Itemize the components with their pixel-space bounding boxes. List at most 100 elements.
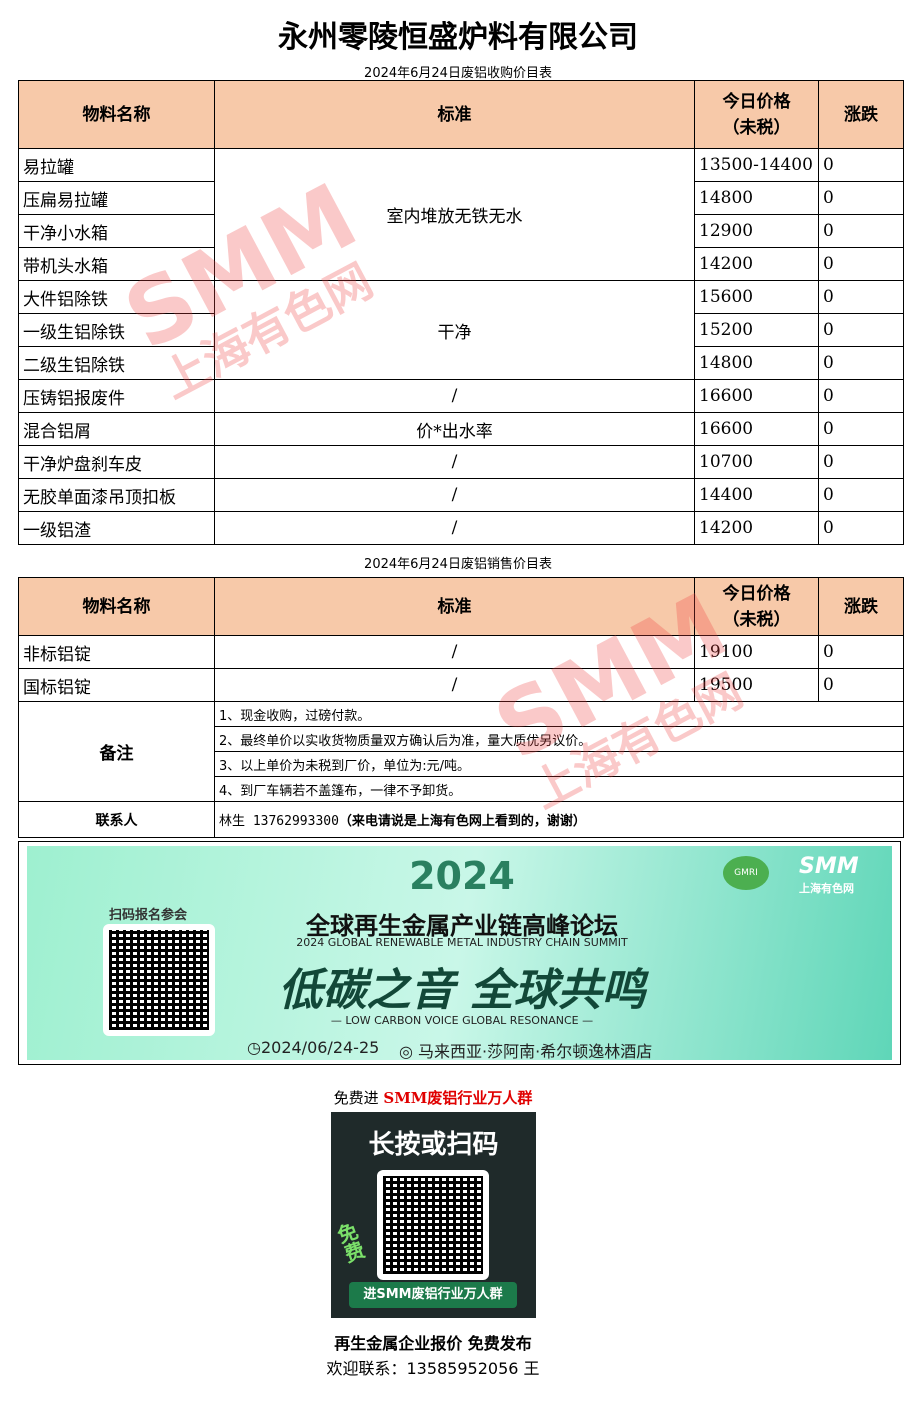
notes-label: 备注 <box>18 701 215 802</box>
contact-label: 联系人 <box>18 801 215 838</box>
banner-slogan: 低碳之音 全球共鸣 <box>278 965 646 1016</box>
price: 15600 <box>694 280 819 314</box>
header-change: 涨跌 <box>818 577 904 636</box>
price: 14200 <box>694 247 819 281</box>
change: 0 <box>818 445 904 479</box>
sales-price-table: 物料名称 标准 今日价格 （未税） 涨跌 非标铝锭/19100 0 国标铝锭/195… <box>18 577 904 838</box>
qr-code[interactable] <box>103 924 215 1036</box>
change: 0 <box>818 635 904 669</box>
price: 14200 <box>694 511 819 545</box>
qr-code[interactable] <box>377 1170 489 1280</box>
banner-slogan-en: — LOW CARBON VOICE GLOBAL RESONANCE — <box>330 1014 594 1027</box>
note-3: 3、以上单价为未税到厂价，单位为:元/吨。 <box>214 751 904 777</box>
contact-name: 林生 13762993300 <box>219 814 339 829</box>
standard: 价*出水率 <box>214 412 695 446</box>
standard: / <box>214 635 695 669</box>
footer-line-2: 欢迎联系：13585952056 王 <box>326 1359 540 1378</box>
gmri-logo: GMRI <box>723 856 769 890</box>
change: 0 <box>818 214 904 248</box>
material: 干净小水箱 <box>18 214 215 248</box>
change: 0 <box>818 412 904 446</box>
standard: / <box>214 445 695 479</box>
price: 19500 <box>694 668 819 702</box>
change: 0 <box>818 313 904 347</box>
material: 压扁易拉罐 <box>18 181 215 215</box>
material: 易拉罐 <box>18 148 215 182</box>
header-price: 今日价格 （未税） <box>694 80 819 149</box>
material: 一级生铝除铁 <box>18 313 215 347</box>
standard: / <box>214 379 695 413</box>
purchase-price-table: 物料名称 标准 今日价格 （未税） 涨跌 易拉罐 室内堆放无铁无水 13500-144… <box>18 80 904 545</box>
material: 无胶单面漆吊顶扣板 <box>18 478 215 512</box>
note-2: 2、最终单价以实收货物质量双方确认后为准，量大质优另议价。 <box>214 726 904 752</box>
standard: 干净 <box>214 280 695 380</box>
price: 13500-14400 <box>694 148 819 182</box>
banner-title: 全球再生金属产业链高峰论坛 <box>306 912 618 940</box>
table-row: 非标铝锭/19100 0 <box>18 635 904 669</box>
price: 16600 <box>694 379 819 413</box>
table2-caption: 2024年6月24日废铝销售价目表 <box>364 557 552 572</box>
material: 带机头水箱 <box>18 247 215 281</box>
change: 0 <box>818 511 904 545</box>
table-row: 混合铝屑 价*出水率 16600 0 <box>18 412 904 446</box>
standard: / <box>214 478 695 512</box>
footer-line-1: 再生金属企业报价 免费发布 <box>334 1334 532 1353</box>
banner-title-en: 2024 GLOBAL RENEWABLE METAL INDUSTRY CHA… <box>296 936 628 949</box>
note-4: 4、到厂车辆若不盖篷布，一律不予卸货。 <box>214 776 904 802</box>
table-row: 压扁易拉罐 14800 0 <box>18 181 904 215</box>
table-row: 带机头水箱 14200 0 <box>18 247 904 281</box>
price: 14800 <box>694 346 819 380</box>
price: 15200 <box>694 313 819 347</box>
header-change: 涨跌 <box>818 80 904 149</box>
price: 16600 <box>694 412 819 446</box>
contact-note: （来电请说是上海有色网上看到的，谢谢） <box>338 814 586 829</box>
group-invite: 免费进 SMM废铝行业万人群 <box>333 1089 533 1107</box>
table-row: 干净炉盘刹车皮/10700 0 <box>18 445 904 479</box>
table1-caption: 2024年6月24日废铝收购价目表 <box>364 66 552 81</box>
material: 混合铝屑 <box>18 412 215 446</box>
table-row: 易拉罐 室内堆放无铁无水 13500-14400 0 <box>18 148 904 281</box>
table-row: 二级生铝除铁 14800 0 <box>18 346 904 380</box>
company-title: 永州零陵恒盛炉料有限公司 <box>278 20 638 55</box>
price: 19100 <box>694 635 819 669</box>
table-row: 压铸铝报废件/16600 0 <box>18 379 904 413</box>
material: 一级铝渣 <box>18 511 215 545</box>
banner-year: 2024 <box>409 854 515 898</box>
price: 12900 <box>694 214 819 248</box>
change: 0 <box>818 346 904 380</box>
join-group-button[interactable]: 进SMM废铝行业万人群 <box>349 1282 517 1308</box>
header-material: 物料名称 <box>18 80 215 149</box>
material: 干净炉盘刹车皮 <box>18 445 215 479</box>
standard: / <box>214 511 695 545</box>
change: 0 <box>818 247 904 281</box>
change: 0 <box>818 379 904 413</box>
change: 0 <box>818 478 904 512</box>
summit-banner[interactable]: 扫码报名参会 2024 全球再生金属产业链高峰论坛 2024 GLOBAL RE… <box>18 841 901 1065</box>
material: 国标铝锭 <box>18 668 215 702</box>
free-label: 免费 <box>334 1218 369 1267</box>
table-row: 一级铝渣/14200 0 <box>18 511 904 545</box>
table-row: 国标铝锭/19500 0 <box>18 668 904 702</box>
table-row: 无胶单面漆吊顶扣板/14400 0 <box>18 478 904 512</box>
header-standard: 标准 <box>214 577 695 636</box>
table-row: 大件铝除铁 干净 15600 0 <box>18 280 904 380</box>
qr-title: 长按或扫码 <box>368 1130 499 1160</box>
group-qr-poster[interactable]: 长按或扫码 免费 进SMM废铝行业万人群 <box>331 1112 536 1318</box>
change: 0 <box>818 181 904 215</box>
banner-location: ◎ 马来西亚·莎阿南·希尔顿逸林酒店 <box>399 1042 653 1061</box>
scan-label: 扫码报名参会 <box>109 908 188 923</box>
standard: 室内堆放无铁无水 <box>214 148 695 281</box>
price: 14400 <box>694 478 819 512</box>
change: 0 <box>818 668 904 702</box>
banner-date: ◷2024/06/24-25 <box>247 1038 380 1057</box>
standard: / <box>214 668 695 702</box>
material: 非标铝锭 <box>18 635 215 669</box>
material: 压铸铝报废件 <box>18 379 215 413</box>
header-material: 物料名称 <box>18 577 215 636</box>
table-row: 一级生铝除铁 15200 0 <box>18 313 904 347</box>
header-price: 今日价格 （未税） <box>694 577 819 636</box>
note-1: 1、现金收购，过磅付款。 <box>214 701 904 727</box>
material: 大件铝除铁 <box>18 280 215 314</box>
change: 0 <box>818 280 904 314</box>
header-standard: 标准 <box>214 80 695 149</box>
